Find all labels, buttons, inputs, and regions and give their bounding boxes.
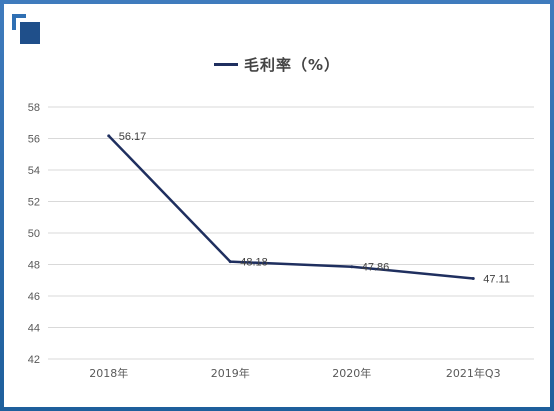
x-tick-label: 2018年 bbox=[89, 366, 128, 380]
y-tick-label: 46 bbox=[28, 291, 40, 303]
data-point bbox=[471, 277, 475, 281]
y-tick-label: 54 bbox=[28, 165, 40, 177]
chart-legend: 毛利率（%） bbox=[214, 52, 340, 76]
y-tick-label: 58 bbox=[28, 102, 40, 114]
legend-line-swatch bbox=[214, 62, 238, 66]
x-tick-label: 2019年 bbox=[211, 366, 250, 380]
data-label: 47.11 bbox=[483, 274, 510, 286]
y-tick-label: 42 bbox=[28, 354, 40, 366]
data-label: 56.17 bbox=[119, 131, 147, 143]
data-label: 47.86 bbox=[362, 262, 390, 274]
x-tick-label: 2020年 bbox=[332, 366, 371, 380]
data-label: 48.18 bbox=[240, 257, 268, 269]
y-tick-label: 48 bbox=[28, 260, 40, 272]
brand-logo-icon bbox=[12, 14, 40, 44]
data-point bbox=[350, 265, 354, 269]
data-point bbox=[107, 134, 111, 138]
data-point bbox=[228, 260, 232, 264]
series-line bbox=[107, 134, 474, 280]
y-tick-label: 52 bbox=[28, 197, 40, 209]
y-tick-label: 44 bbox=[28, 323, 40, 335]
x-tick-label: 2021年Q3 bbox=[446, 366, 501, 380]
y-tick-label: 50 bbox=[28, 228, 40, 240]
chart-panel bbox=[4, 4, 550, 407]
legend-label: 毛利率（%） bbox=[244, 55, 341, 74]
y-tick-label: 56 bbox=[28, 134, 40, 146]
